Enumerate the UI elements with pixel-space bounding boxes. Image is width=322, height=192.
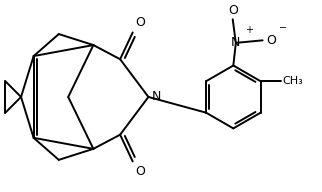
- Text: N: N: [231, 36, 241, 49]
- Text: O: O: [135, 165, 145, 178]
- Text: O: O: [135, 16, 145, 29]
- Text: O: O: [228, 4, 238, 17]
- Text: CH₃: CH₃: [283, 76, 303, 86]
- Text: −: −: [279, 23, 287, 33]
- Text: N: N: [152, 90, 161, 103]
- Text: O: O: [266, 34, 276, 47]
- Text: +: +: [245, 25, 253, 35]
